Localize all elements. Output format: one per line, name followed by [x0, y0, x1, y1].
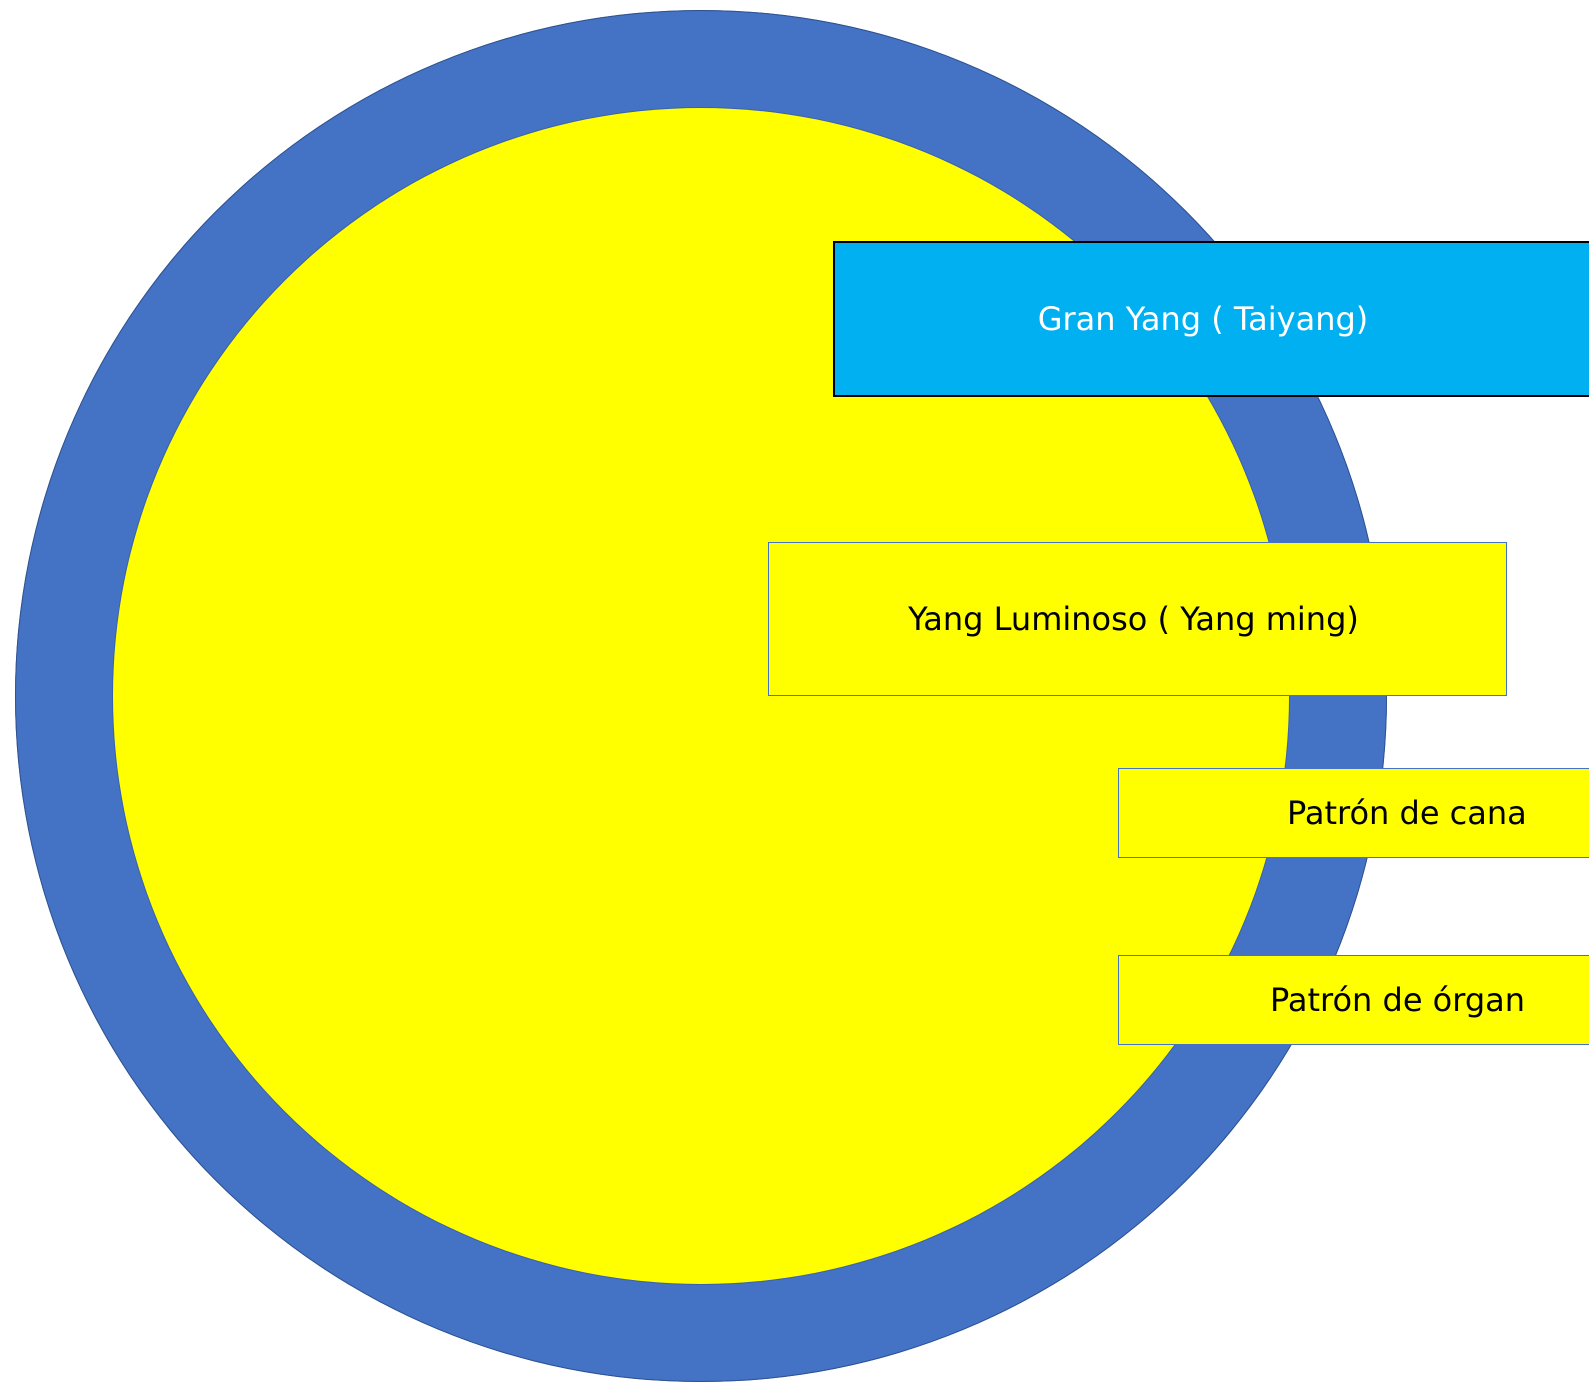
box-gran-yang-label: Gran Yang ( Taiyang): [1037, 300, 1369, 338]
box-patron-organo-label: Patrón de órgan: [1270, 981, 1526, 1019]
box-patron-canal: Patrón de cana: [1118, 768, 1589, 858]
box-patron-canal-label: Patrón de cana: [1287, 794, 1527, 832]
box-gran-yang: Gran Yang ( Taiyang): [833, 241, 1589, 397]
box-patron-organo: Patrón de órgan: [1118, 955, 1589, 1045]
box-yang-luminoso-label: Yang Luminoso ( Yang ming): [908, 600, 1359, 638]
box-yang-luminoso: Yang Luminoso ( Yang ming): [768, 542, 1507, 696]
